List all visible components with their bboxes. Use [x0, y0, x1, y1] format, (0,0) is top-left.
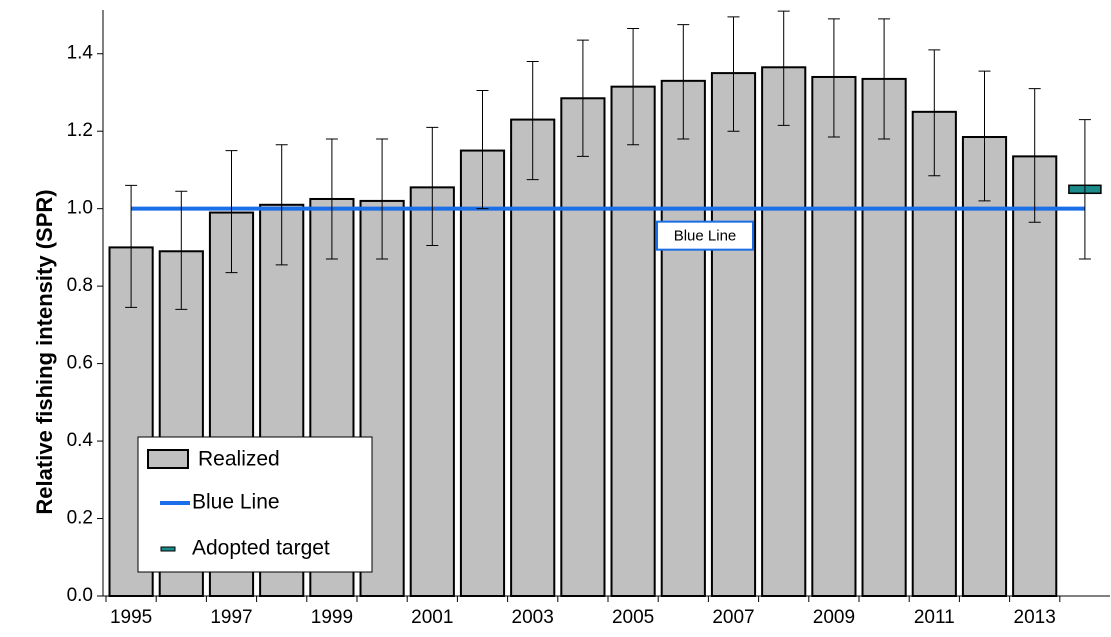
bar — [660, 79, 706, 597]
error-bar — [777, 10, 790, 126]
legend-label: Adopted target — [192, 537, 330, 560]
bar — [409, 186, 455, 597]
error-bar — [225, 150, 238, 274]
bar — [1012, 155, 1058, 597]
bar — [710, 72, 757, 598]
bar — [861, 77, 907, 598]
y-tick-label: 0.4 — [67, 430, 94, 451]
x-tick-label: 2007 — [712, 607, 754, 628]
y-axis-label: Relative fishing intensity (SPR) — [32, 189, 57, 514]
error-bar — [1028, 88, 1041, 223]
error-bar — [125, 184, 138, 308]
error-bar — [275, 144, 288, 266]
y-tick-label: 1.4 — [67, 43, 94, 64]
bar — [761, 66, 807, 598]
error-bar — [1078, 119, 1091, 260]
x-tick-label: 2003 — [512, 607, 554, 628]
bar — [961, 136, 1008, 597]
error-bar — [426, 126, 439, 246]
error-bar — [325, 138, 338, 260]
reference-label: Blue Line — [674, 228, 737, 245]
reference-label-box — [656, 220, 754, 251]
x-tick-label: 1999 — [311, 607, 353, 628]
legend-label: Realized — [198, 448, 280, 471]
x-tick-label: 2001 — [411, 607, 453, 628]
y-tick-label: 0.6 — [67, 353, 93, 374]
x-tick-label: 1995 — [110, 607, 152, 628]
error-bar — [376, 138, 389, 260]
bar — [811, 75, 857, 598]
error-bar — [928, 49, 941, 177]
x-tick-label: 2011 — [914, 607, 955, 628]
bar — [560, 97, 606, 597]
error-bar — [576, 39, 589, 157]
y-tick-label: 0.0 — [67, 585, 93, 606]
error-bar — [727, 16, 740, 132]
error-bar — [878, 18, 891, 140]
x-tick-label: 2013 — [1014, 607, 1056, 628]
y-tick-label: 0.8 — [67, 275, 93, 296]
error-bar — [978, 70, 991, 202]
bar — [610, 85, 656, 597]
error-bar — [175, 190, 188, 310]
y-tick-label: 1.0 — [67, 198, 93, 219]
y-tick-label: 0.2 — [67, 508, 93, 529]
bar — [459, 149, 506, 597]
error-bar — [627, 28, 640, 146]
x-tick-label: 2009 — [813, 607, 855, 628]
error-bar — [526, 60, 539, 181]
x-tick-label: 1997 — [210, 607, 252, 628]
legend-label: Blue Line — [192, 491, 280, 514]
legend-swatch — [160, 546, 176, 552]
error-bar — [677, 24, 690, 140]
x-tick-label: 2005 — [612, 607, 654, 628]
legend-swatch — [147, 449, 189, 469]
bar — [510, 118, 556, 598]
error-bar — [827, 18, 840, 138]
y-tick-label: 1.2 — [67, 120, 93, 141]
error-bar — [476, 90, 489, 210]
bar — [911, 110, 957, 597]
